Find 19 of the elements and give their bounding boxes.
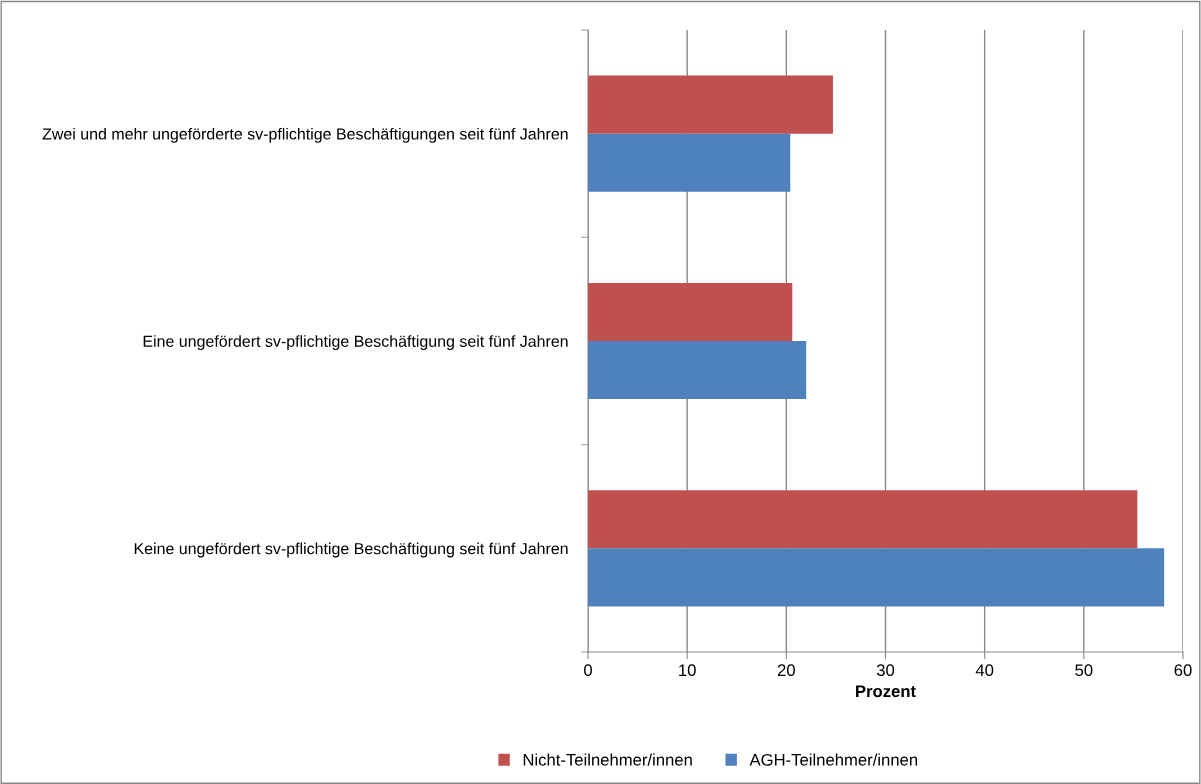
bar <box>588 282 793 341</box>
y-tick-label: Eine ungefördert sv-pflichtige Beschäftigung seit fünf Jahren <box>143 335 568 351</box>
x-tick-label: 10 <box>679 664 696 677</box>
legend-label: Nicht-Teilnehmer/innen <box>523 753 692 766</box>
x-tick-label: 60 <box>1174 664 1192 677</box>
bar <box>588 548 1165 607</box>
y-tick-label: Zwei und mehr ungeförderte sv-pflichtige Beschäftigungen seit fünf Jahren <box>42 127 568 143</box>
y-tick-label: Keine ungefördert sv-pflichtige Beschäftigung seit fünf Jahren <box>134 542 568 558</box>
bar <box>588 75 833 134</box>
x-tick-label: 40 <box>975 664 994 677</box>
x-tick-label: 50 <box>1075 664 1093 677</box>
x-tick-label: 30 <box>876 664 895 677</box>
bar <box>588 341 807 400</box>
legend-label: AGH-Teilnehmer/innen <box>749 753 918 766</box>
x-axis-title: Prozent <box>856 685 916 698</box>
bar <box>588 490 1138 549</box>
x-tick-label: 20 <box>777 664 795 677</box>
x-tick-label: 0 <box>584 664 592 677</box>
bar <box>588 133 791 192</box>
